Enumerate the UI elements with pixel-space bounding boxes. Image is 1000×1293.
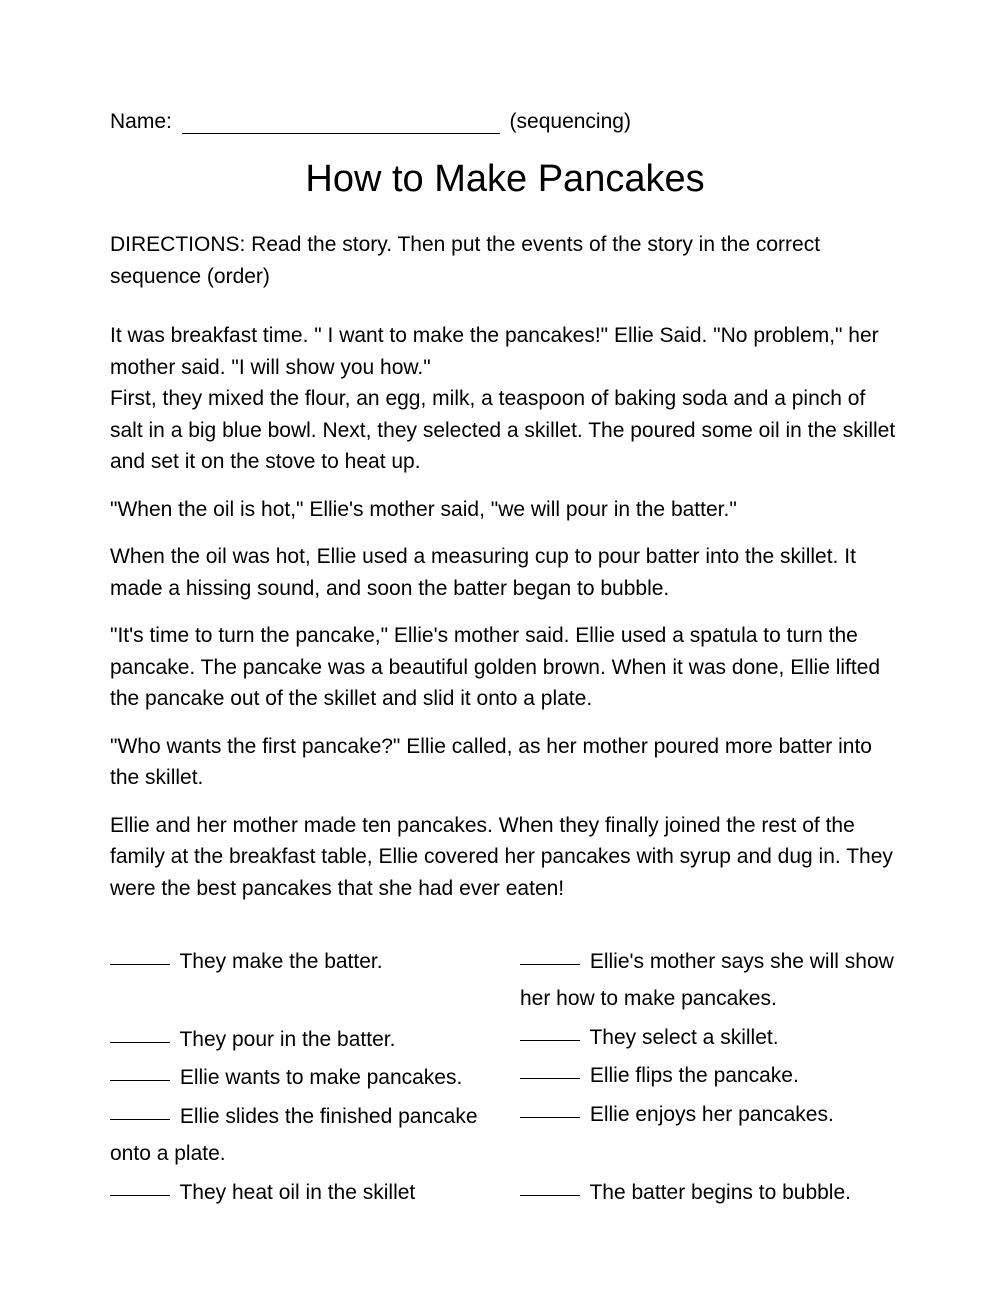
story-para-1: It was breakfast time. " I want to make … (110, 320, 900, 478)
answers-left-column: They make the batter. They pour in the b… (110, 944, 490, 1213)
answer-text: Ellie wants to make pancakes. (180, 1066, 462, 1089)
header-line: Name: (sequencing) (110, 110, 900, 134)
story-text: First, they mixed the flour, an egg, mil… (110, 387, 895, 473)
answer-text: They pour in the batter. (179, 1028, 395, 1051)
story-para-3: "When the oil is hot," Ellie's mother sa… (110, 494, 900, 526)
page-title: How to Make Pancakes (110, 158, 900, 201)
story-para-7: Ellie and her mother made ten pancakes. … (110, 810, 900, 905)
story-para-6: "Who wants the first pancake?" Ellie cal… (110, 731, 900, 794)
answers-area: They make the batter. They pour in the b… (110, 944, 900, 1213)
answer-blank[interactable] (110, 964, 170, 965)
answer-item (520, 1136, 900, 1173)
answer-text: They select a skillet. (589, 1026, 778, 1049)
answer-item (110, 983, 490, 1020)
answers-right-column: Ellie's mother says she will show her ho… (520, 944, 900, 1213)
answer-text: Ellie slides the finished pancake onto a… (110, 1105, 478, 1165)
answer-blank[interactable] (110, 1042, 170, 1043)
answer-item: They make the batter. (110, 944, 490, 981)
name-label: Name: (110, 110, 172, 133)
story-para-4: When the oil was hot, Ellie used a measu… (110, 541, 900, 604)
name-blank[interactable] (182, 133, 500, 134)
answer-text: They make the batter. (179, 950, 382, 973)
answer-item: They pour in the batter. (110, 1022, 490, 1059)
answer-item: Ellie enjoys her pancakes. (520, 1097, 900, 1134)
answer-item: Ellie's mother says she will show her ho… (520, 944, 900, 1018)
answer-blank[interactable] (110, 1080, 170, 1081)
answer-blank[interactable] (520, 1040, 580, 1041)
answer-blank[interactable] (520, 1078, 580, 1079)
answer-text: The batter begins to bubble. (589, 1181, 851, 1204)
answer-item: They select a skillet. (520, 1020, 900, 1057)
directions-text: DIRECTIONS: Read the story. Then put the… (110, 229, 900, 292)
answer-item: The batter begins to bubble. (520, 1175, 900, 1212)
story-text: It was breakfast time. " I want to make … (110, 324, 879, 379)
answer-item: Ellie wants to make pancakes. (110, 1060, 490, 1097)
header-tag: (sequencing) (510, 110, 631, 133)
answer-blank[interactable] (520, 1195, 580, 1196)
answer-blank[interactable] (520, 964, 580, 965)
answer-text: Ellie's mother says she will show her ho… (520, 950, 894, 1010)
answer-text: They heat oil in the skillet (179, 1181, 415, 1204)
answer-item: Ellie flips the pancake. (520, 1058, 900, 1095)
answer-blank[interactable] (110, 1195, 170, 1196)
answer-blank[interactable] (520, 1117, 580, 1118)
answer-item: Ellie slides the finished pancake onto a… (110, 1099, 490, 1173)
answer-text: Ellie flips the pancake. (590, 1064, 799, 1087)
answer-blank[interactable] (110, 1119, 170, 1120)
story-para-5: "It's time to turn the pancake," Ellie's… (110, 620, 900, 715)
answer-text: Ellie enjoys her pancakes. (590, 1103, 834, 1126)
answer-item: They heat oil in the skillet (110, 1175, 490, 1212)
